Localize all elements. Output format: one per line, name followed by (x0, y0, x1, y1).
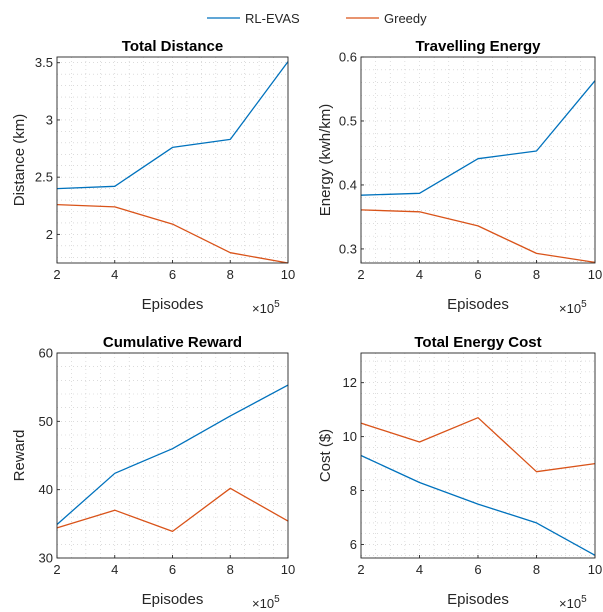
x-multiplier-base: ×10 (559, 301, 581, 316)
x-multiplier-exponent: 5 (581, 594, 587, 605)
x-multiplier-exponent: 5 (274, 594, 280, 605)
x-axis-label: Episodes (142, 296, 204, 313)
x-axis-multiplier: ×105 (559, 299, 587, 316)
x-multiplier-base: ×10 (252, 596, 274, 611)
y-tick-label: 40 (39, 482, 53, 497)
x-tick-label: 10 (281, 562, 295, 577)
y-tick-label: 8 (350, 483, 357, 498)
x-multiplier-base: ×10 (559, 596, 581, 611)
chart-panel-1: 2 4 6 8 10 0.3 0.4 0.5 0.6 Travelling Energy Episo… (317, 38, 602, 316)
x-tick-label: 8 (227, 562, 234, 577)
plot-area (361, 353, 595, 558)
y-tick-label: 30 (39, 551, 53, 566)
y-tick-label: 12 (343, 375, 357, 390)
y-axis-label: Cost ($) (317, 429, 334, 482)
series-line-1 (56, 487, 289, 533)
y-tick-label: 2 (46, 227, 53, 242)
y-tick-label: 60 (39, 346, 53, 361)
x-multiplier-exponent: 5 (581, 299, 587, 310)
series-line-1 (360, 209, 596, 264)
x-axis-multiplier: ×105 (559, 594, 587, 611)
x-tick-label: 6 (474, 267, 481, 282)
series-line-0 (360, 80, 596, 196)
y-axis-label: Reward (11, 430, 28, 482)
series-line-0 (56, 384, 289, 525)
x-axis-label: Episodes (142, 591, 204, 608)
x-axis-label: Episodes (447, 296, 509, 313)
y-tick-label: 50 (39, 414, 53, 429)
series-line-1 (360, 417, 596, 473)
series-line-0 (56, 61, 289, 190)
x-tick-label: 10 (588, 267, 602, 282)
chart-title: Total Distance (122, 38, 223, 55)
plot-area (57, 57, 288, 263)
x-axis-label: Episodes (447, 591, 509, 608)
x-tick-label: 6 (169, 562, 176, 577)
y-tick-label: 2.5 (35, 170, 53, 185)
chart-panels: 2 4 6 8 10 2 2.5 3 3.5 Total Distance Episodes Dist… (11, 38, 602, 611)
x-tick-label: 4 (111, 562, 118, 577)
x-tick-label: 6 (169, 267, 176, 282)
y-tick-label: 3.5 (35, 55, 53, 70)
x-tick-label: 10 (281, 267, 295, 282)
x-axis-multiplier: ×105 (252, 299, 280, 316)
x-tick-label: 6 (474, 562, 481, 577)
y-tick-label: 0.5 (339, 113, 357, 128)
chart-title: Total Energy Cost (414, 334, 541, 351)
x-tick-label: 2 (53, 562, 60, 577)
y-axis-label: Distance (km) (11, 114, 28, 207)
chart-title: Travelling Energy (415, 38, 541, 55)
x-multiplier-exponent: 5 (274, 299, 280, 310)
x-tick-label: 8 (227, 267, 234, 282)
chart-panel-2: 2 4 6 8 10 30 40 50 60 Cumulative Reward Episodes R… (11, 334, 295, 611)
y-tick-label: 0.3 (339, 241, 357, 256)
x-tick-label: 8 (533, 267, 540, 282)
legend: RL-EVAS Greedy (207, 11, 427, 26)
plot-area (361, 57, 595, 263)
legend-label-1: Greedy (384, 11, 427, 26)
chart-panel-3: 2 4 6 8 10 6 8 10 12 Total Energy Cost Episodes Cos… (317, 334, 602, 611)
y-tick-label: 0.4 (339, 177, 357, 192)
x-tick-label: 8 (533, 562, 540, 577)
x-tick-label: 4 (416, 267, 423, 282)
y-axis-label: Energy (kwh/km) (317, 104, 334, 217)
y-tick-label: 10 (343, 429, 357, 444)
y-tick-label: 3 (46, 112, 53, 127)
x-multiplier-base: ×10 (252, 301, 274, 316)
x-tick-label: 4 (416, 562, 423, 577)
x-axis-multiplier: ×105 (252, 594, 280, 611)
grid (56, 57, 289, 263)
chart-panel-0: 2 4 6 8 10 2 2.5 3 3.5 Total Distance Episodes Dist… (11, 38, 295, 316)
legend-label-0: RL-EVAS (245, 11, 300, 26)
plot-area (57, 353, 288, 558)
x-tick-label: 4 (111, 267, 118, 282)
grid (56, 352, 289, 559)
x-tick-label: 2 (357, 267, 364, 282)
y-tick-label: 0.6 (339, 50, 357, 65)
chart-title: Cumulative Reward (103, 334, 242, 351)
series-line-0 (360, 454, 596, 556)
y-tick-label: 6 (350, 537, 357, 552)
x-tick-label: 2 (53, 267, 60, 282)
x-tick-label: 2 (357, 562, 364, 577)
x-tick-label: 10 (588, 562, 602, 577)
series-line-1 (56, 203, 289, 264)
